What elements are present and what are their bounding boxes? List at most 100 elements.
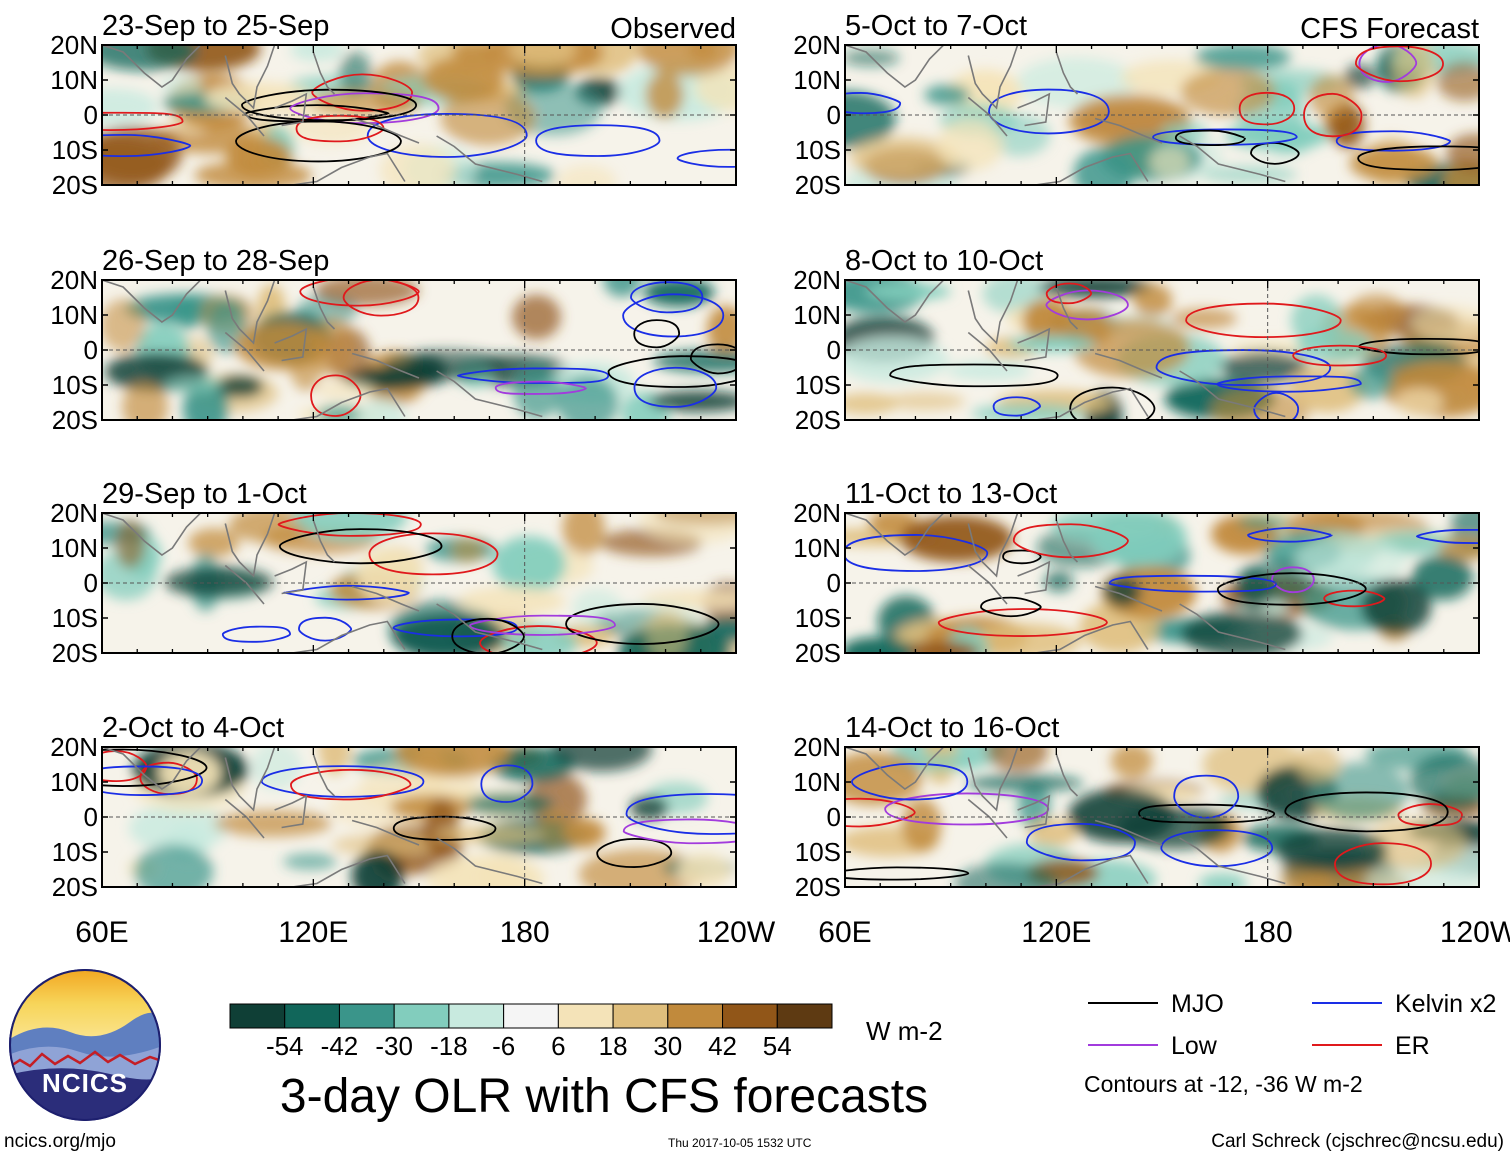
contour-legend: MJO Kelvin x2 Low ER Contours at -12, -36 W … xyxy=(1084,990,1496,1097)
legend-label: Kelvin x2 xyxy=(1395,990,1496,1018)
colorbar-swatch xyxy=(612,1003,669,1029)
lat-tick-label: 20N xyxy=(50,732,98,762)
wave-contours xyxy=(889,282,1479,420)
map-panel-3: 20N 10N 0 10S 20S 29-Sep to 1-Oct xyxy=(50,478,737,668)
colorbar-swatch xyxy=(284,1003,340,1029)
footer-url[interactable]: ncics.org/mjo xyxy=(4,1131,116,1152)
lat-tick-label: 20N xyxy=(50,30,98,60)
legend-item-mjo: MJO xyxy=(1088,990,1224,1018)
lat-tick-label: 20S xyxy=(52,170,98,200)
colorbar-tick-label: -30 xyxy=(375,1031,413,1061)
lat-tick-label: 10S xyxy=(795,370,841,400)
lat-tick-label: 10N xyxy=(793,65,841,95)
lat-tick-label: 20S xyxy=(795,405,841,435)
panel-date-label: 23-Sep to 25-Sep xyxy=(102,10,329,42)
lat-tick-label: 10S xyxy=(795,837,841,867)
colorbar-swatch xyxy=(503,1003,559,1029)
lat-tick-label: 20S xyxy=(795,638,841,668)
lat-tick-label: 10N xyxy=(793,300,841,330)
lat-tick-label: 10N xyxy=(50,767,98,797)
lat-tick-label: 10S xyxy=(52,603,98,633)
lon-tick-label: 120E xyxy=(278,916,348,949)
colorbar-units: W m-2 xyxy=(866,1016,943,1046)
legend-label: MJO xyxy=(1171,990,1224,1018)
colorbar-swatch xyxy=(557,1003,614,1029)
colorbar-tick-label: 54 xyxy=(763,1031,792,1061)
map-panel-5: 20N 10N 0 10S 20S 5-Oct to 7-Oct CFS Forecast xyxy=(793,10,1480,200)
column-header: CFS Forecast xyxy=(1300,13,1479,45)
colorbar-tick-label: 18 xyxy=(599,1031,628,1061)
wave-contours xyxy=(299,280,736,417)
olr-anomaly-field xyxy=(102,280,736,420)
lat-tick-label: 10S xyxy=(52,837,98,867)
lat-tick-label: 0 xyxy=(84,335,98,365)
panel-date-label: 5-Oct to 7-Oct xyxy=(845,10,1027,42)
wave-contours xyxy=(221,513,720,653)
map-panel-6: 20N 10N 0 10S 20S 8-Oct to 10-Oct xyxy=(793,245,1480,435)
lat-tick-label: 20S xyxy=(795,872,841,902)
legend-label: ER xyxy=(1395,1032,1430,1060)
lon-tick-label: 180 xyxy=(1243,916,1293,949)
map-panel-2: 20N 10N 0 10S 20S 26-Sep to 28-Sep xyxy=(50,245,737,435)
colorbar-swatch xyxy=(448,1003,505,1029)
colorbar-tick-label: -54 xyxy=(266,1031,304,1061)
lat-tick-label: 0 xyxy=(84,568,98,598)
colorbar-swatch xyxy=(722,1003,778,1029)
lat-tick-label: 10S xyxy=(795,603,841,633)
lon-tick-label: 60E xyxy=(75,916,128,949)
wave-contours xyxy=(102,73,736,168)
lat-tick-label: 10N xyxy=(50,533,98,563)
lat-tick-label: 10S xyxy=(52,370,98,400)
legend-label: Low xyxy=(1171,1032,1218,1060)
legend-item-low: Low xyxy=(1088,1032,1218,1060)
coastlines xyxy=(845,280,1286,420)
wave-contours xyxy=(102,748,736,868)
coastlines xyxy=(102,45,543,185)
colorbar-tick-label: 30 xyxy=(653,1031,682,1061)
column-header: Observed xyxy=(610,13,736,45)
wave-contours xyxy=(845,523,1479,637)
ncics-logo: NCICS xyxy=(9,969,161,1121)
lat-tick-label: 20S xyxy=(795,170,841,200)
colorbar-swatch xyxy=(338,1003,395,1029)
lat-tick-label: 0 xyxy=(827,100,841,130)
lat-tick-label: 20N xyxy=(793,732,841,762)
lat-tick-label: 10S xyxy=(795,135,841,165)
colorbar-tick-label: -18 xyxy=(430,1031,468,1061)
lat-tick-label: 20N xyxy=(793,265,841,295)
map-panel-4: 20N 10N 0 10S 20S 2-Oct to 4-Oct xyxy=(50,712,737,902)
colorbar-tick-label: 42 xyxy=(708,1031,737,1061)
map-panel-8: 20N 10N 0 10S 20S 14-Oct to 16-Oct xyxy=(793,712,1480,902)
coastlines xyxy=(102,513,543,653)
coastlines xyxy=(102,280,543,420)
lat-tick-label: 0 xyxy=(84,802,98,832)
lon-tick-label: 120W xyxy=(697,916,776,949)
lat-tick-label: 10S xyxy=(52,135,98,165)
lat-tick-label: 10N xyxy=(793,533,841,563)
lat-tick-label: 20N xyxy=(50,265,98,295)
lat-tick-label: 20S xyxy=(52,872,98,902)
lat-tick-label: 10N xyxy=(793,767,841,797)
map-panel-7: 20N 10N 0 10S 20S 11-Oct to 13-Oct xyxy=(793,478,1480,668)
lat-tick-label: 0 xyxy=(827,568,841,598)
legend-item-kelvin-x2: Kelvin x2 xyxy=(1312,990,1496,1018)
lat-tick-label: 20N xyxy=(793,30,841,60)
panel-date-label: 29-Sep to 1-Oct xyxy=(102,478,307,510)
lat-tick-label: 20S xyxy=(52,405,98,435)
lat-tick-label: 20N xyxy=(793,498,841,528)
lon-tick-label: 180 xyxy=(500,916,550,949)
logo-text: NCICS xyxy=(42,1068,128,1098)
coastlines xyxy=(845,513,1286,653)
panel-date-label: 2-Oct to 4-Oct xyxy=(102,712,284,744)
coastlines xyxy=(845,45,1286,185)
panel-date-label: 26-Sep to 28-Sep xyxy=(102,245,329,277)
lon-tick-label: 60E xyxy=(818,916,871,949)
lon-tick-label: 120E xyxy=(1021,916,1091,949)
colorbar-swatch xyxy=(393,1003,450,1029)
panel-date-label: 8-Oct to 10-Oct xyxy=(845,245,1043,277)
lat-tick-label: 20S xyxy=(52,638,98,668)
lat-tick-label: 10N xyxy=(50,300,98,330)
colorbar-tick-label: 6 xyxy=(551,1031,565,1061)
colorbar-swatch xyxy=(667,1003,724,1029)
